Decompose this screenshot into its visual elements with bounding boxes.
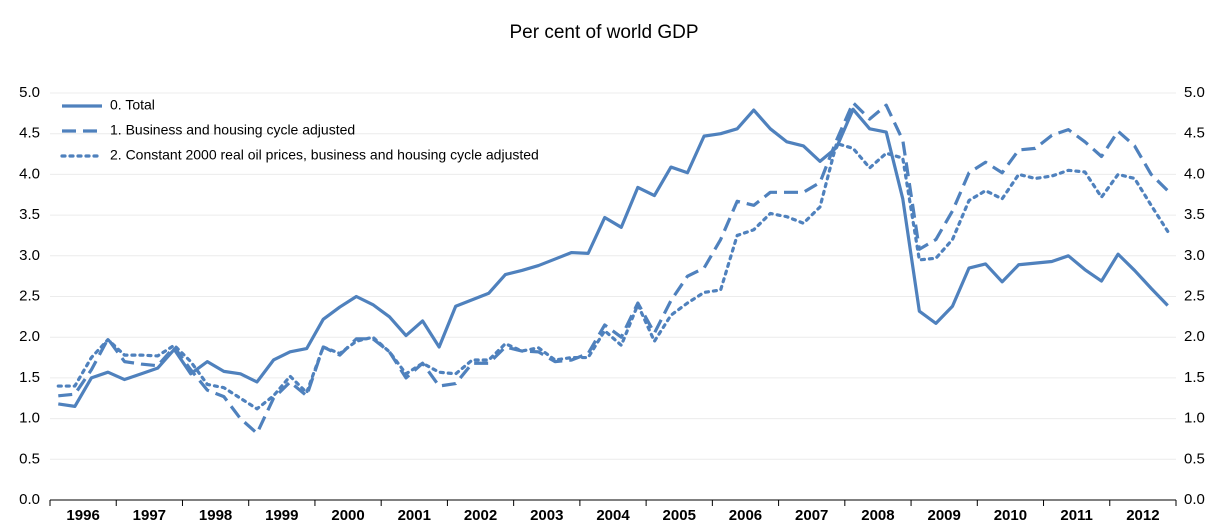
x-tick-label: 1998 — [199, 507, 232, 524]
y-tick-label: 5.0 — [19, 84, 40, 101]
x-tick-label: 2004 — [596, 507, 630, 524]
x-tick-label: 2005 — [663, 507, 696, 524]
legend-label: 0. Total — [110, 97, 155, 113]
x-tick-label: 2003 — [530, 507, 563, 524]
chart-title: Per cent of world GDP — [509, 22, 698, 43]
x-tick-label: 1996 — [66, 507, 99, 524]
series-line — [58, 101, 1169, 435]
x-tick-label: 1999 — [265, 507, 298, 524]
y2-tick-label: 1.0 — [1184, 410, 1205, 427]
y-tick-label: 0.0 — [19, 491, 40, 508]
x-tick-label: 2012 — [1126, 507, 1159, 524]
y2-tick-label: 3.0 — [1184, 247, 1205, 264]
x-tick-label: 2008 — [861, 507, 894, 524]
y2-tick-label: 5.0 — [1184, 84, 1205, 101]
y-tick-label: 2.5 — [19, 287, 40, 304]
legend-label: 1. Business and housing cycle adjusted — [110, 122, 355, 138]
x-tick-label: 2007 — [795, 507, 828, 524]
x-tick-label: 2009 — [927, 507, 960, 524]
series-line — [58, 107, 1169, 408]
x-tick-label: 2010 — [994, 507, 1027, 524]
y-tick-label: 4.0 — [19, 165, 40, 182]
y2-tick-label: 0.0 — [1184, 491, 1205, 508]
x-tick-label: 2002 — [464, 507, 497, 524]
y-tick-label: 3.0 — [19, 247, 40, 264]
y-tick-label: 1.5 — [19, 369, 40, 386]
y2-tick-label: 2.5 — [1184, 287, 1205, 304]
y2-tick-label: 4.5 — [1184, 125, 1205, 142]
y2-tick-label: 0.5 — [1184, 450, 1205, 467]
x-tick-label: 2011 — [1060, 507, 1093, 524]
y2-tick-label: 4.0 — [1184, 165, 1205, 182]
legend-label: 2. Constant 2000 real oil prices, busine… — [110, 147, 539, 163]
y-tick-label: 2.0 — [19, 328, 40, 345]
y2-tick-label: 3.5 — [1184, 206, 1205, 223]
y-tick-label: 0.5 — [19, 450, 40, 467]
series-line — [56, 141, 1170, 411]
x-tick-label: 2006 — [729, 507, 762, 524]
x-tick-label: 1997 — [133, 507, 166, 524]
x-tick-label: 2000 — [331, 507, 364, 524]
x-tick-label: 2001 — [398, 507, 431, 524]
y-tick-label: 3.5 — [19, 206, 40, 223]
y2-tick-label: 2.0 — [1184, 328, 1205, 345]
y-tick-label: 4.5 — [19, 125, 40, 142]
y-tick-label: 1.0 — [19, 410, 40, 427]
y2-tick-label: 1.5 — [1184, 369, 1205, 386]
